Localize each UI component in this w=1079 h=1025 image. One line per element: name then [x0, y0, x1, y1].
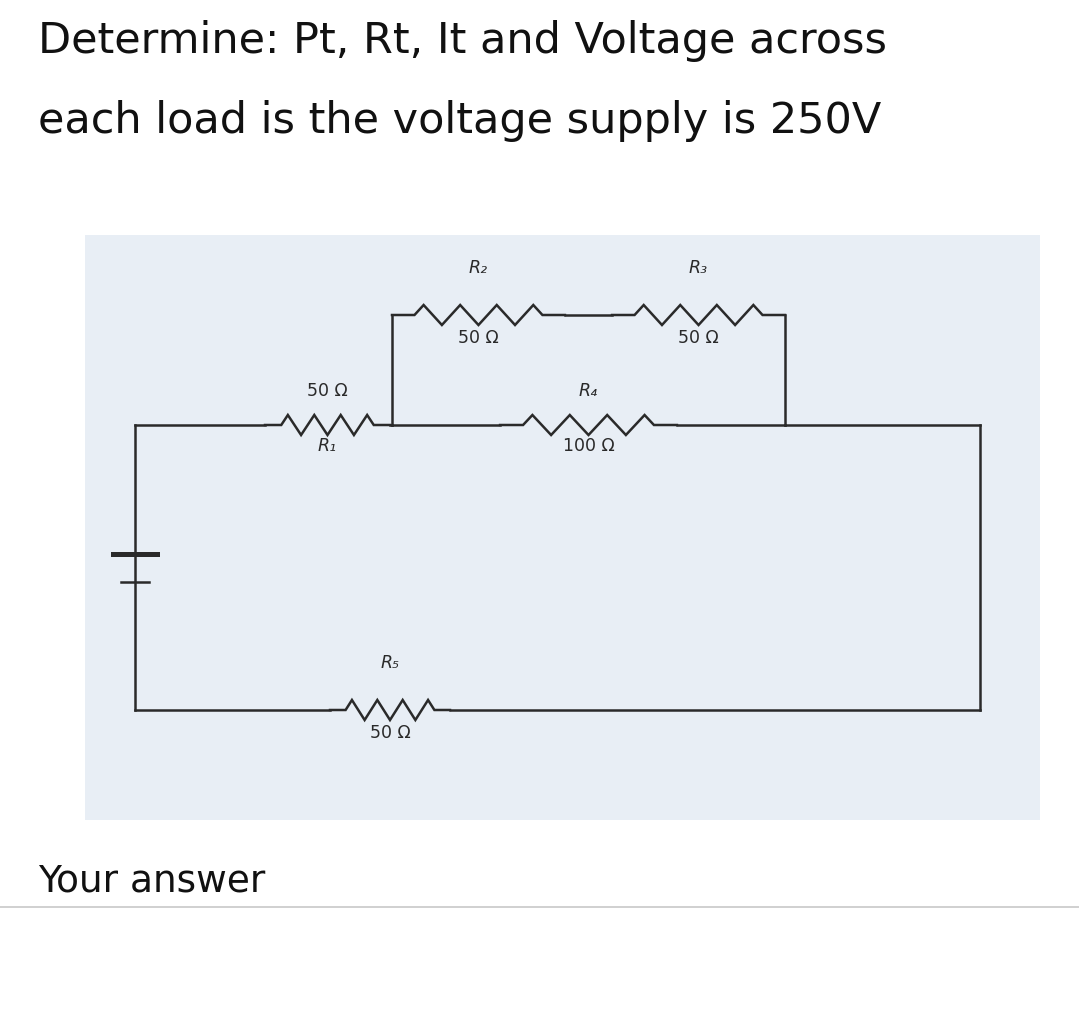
Text: 50 Ω: 50 Ω: [370, 724, 410, 742]
Text: Your answer: Your answer: [38, 863, 265, 899]
Text: 50 Ω: 50 Ω: [679, 329, 719, 347]
Text: R₁: R₁: [318, 437, 337, 455]
FancyBboxPatch shape: [85, 235, 1040, 820]
Text: 50 Ω: 50 Ω: [459, 329, 498, 347]
Text: R₅: R₅: [381, 654, 399, 672]
Text: each load is the voltage supply is 250V: each load is the voltage supply is 250V: [38, 100, 882, 142]
Text: R₄: R₄: [579, 382, 598, 400]
Text: 50 Ω: 50 Ω: [308, 382, 347, 400]
Text: R₃: R₃: [689, 259, 708, 277]
Text: 100 Ω: 100 Ω: [562, 437, 614, 455]
Text: Determine: Pt, Rt, It and Voltage across: Determine: Pt, Rt, It and Voltage across: [38, 20, 887, 61]
Text: R₂: R₂: [469, 259, 488, 277]
